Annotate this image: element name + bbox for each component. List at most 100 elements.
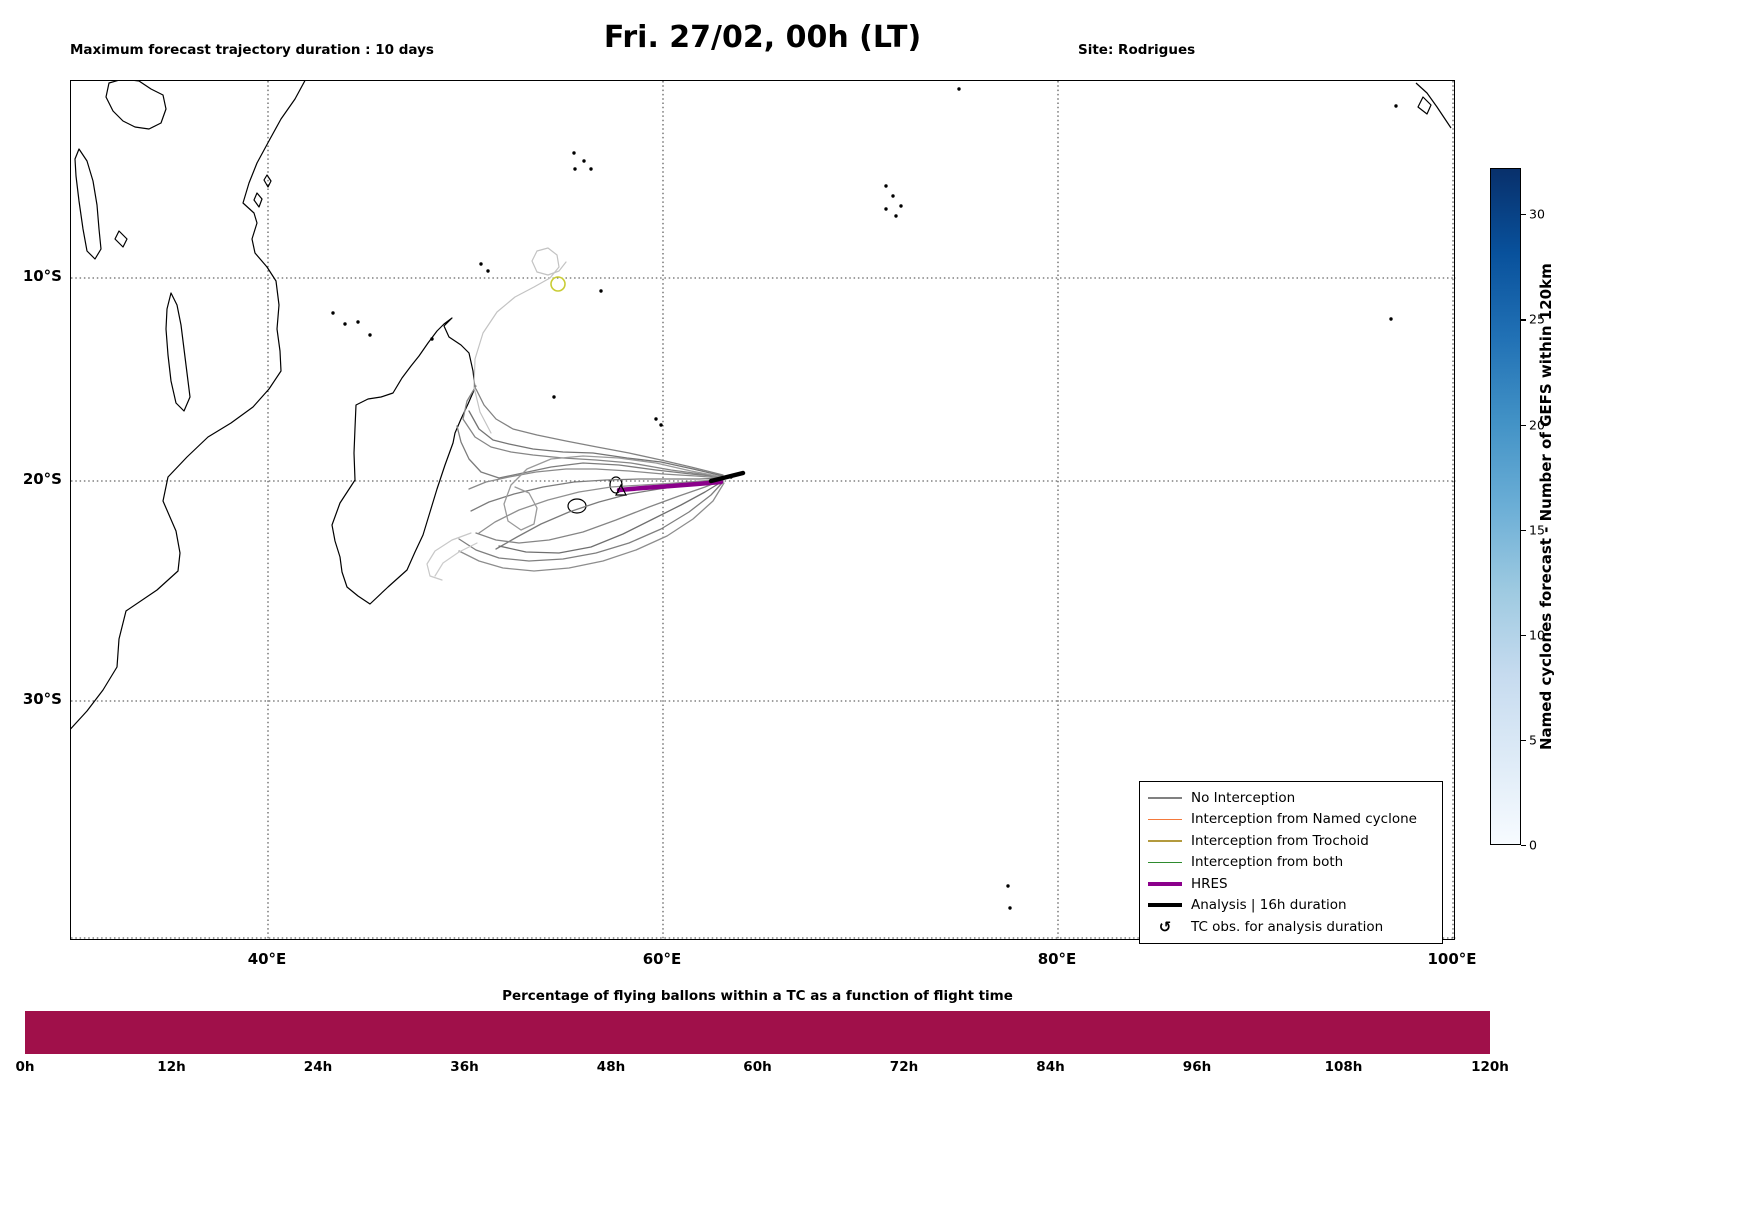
map-canvas bbox=[71, 81, 1456, 941]
gefs-trajectory-faint bbox=[426, 532, 472, 581]
legend-sample bbox=[1148, 840, 1182, 842]
legend-sample: ↺ bbox=[1148, 918, 1182, 936]
flight-time-tick-label: 48h bbox=[596, 1059, 626, 1075]
island-dot bbox=[891, 194, 895, 198]
colorbar-tickmark bbox=[1521, 529, 1526, 531]
colorbar-tick-label: 10 bbox=[1529, 627, 1545, 643]
flight-time-tick-label: 0h bbox=[15, 1059, 35, 1075]
lake-victoria-shoreline bbox=[105, 81, 167, 130]
legend-line-sample bbox=[1148, 861, 1182, 863]
island-dot bbox=[894, 214, 898, 218]
island-dot bbox=[331, 311, 335, 315]
colorbar-tick-label: 20 bbox=[1529, 417, 1545, 432]
legend-item: Interception from Trochoid bbox=[1148, 830, 1434, 852]
legend-label: Analysis | 16h duration bbox=[1191, 897, 1347, 914]
gefs-trajectory bbox=[456, 425, 724, 479]
island-dot bbox=[486, 269, 490, 273]
madagascar-coastline bbox=[331, 317, 476, 605]
colorbar-tick-label: 5 bbox=[1529, 732, 1537, 748]
flight-time-tick-label: 72h bbox=[889, 1059, 919, 1075]
lon-tick-label: 60°E bbox=[642, 950, 682, 968]
colorbar-gradient bbox=[1490, 168, 1521, 845]
colorbar-tickmark bbox=[1521, 424, 1526, 426]
legend-sample bbox=[1148, 818, 1182, 820]
lake-rukwa-shoreline bbox=[114, 230, 128, 248]
island-dot bbox=[1394, 104, 1398, 108]
lake-tanganyika-shoreline bbox=[74, 148, 102, 260]
legend-sample bbox=[1148, 903, 1182, 908]
sumatra-island-coastline bbox=[1417, 96, 1432, 115]
zanzibar-coastline bbox=[253, 192, 263, 208]
island-dot bbox=[343, 322, 347, 326]
colorbar-tickmark bbox=[1521, 739, 1526, 742]
island-dot bbox=[368, 333, 372, 337]
legend-sample bbox=[1148, 881, 1182, 886]
gefs-trajectory bbox=[462, 385, 724, 478]
map-plot: No Interception Interception from Named c… bbox=[70, 80, 1456, 944]
island-dot bbox=[884, 184, 888, 188]
gefs-trajectory bbox=[475, 479, 724, 544]
map-legend: No Interception Interception from Named c… bbox=[1139, 781, 1443, 944]
legend-sample bbox=[1148, 797, 1182, 799]
island-dot bbox=[1006, 884, 1010, 888]
legend-item: ↺ TC obs. for analysis duration bbox=[1148, 916, 1434, 938]
analysis-track bbox=[708, 470, 746, 484]
legend-label: Interception from Named cyclone bbox=[1191, 811, 1417, 828]
lon-tick-label: 100°E bbox=[1427, 950, 1477, 968]
island-dot bbox=[1389, 317, 1393, 321]
gefs-trajectory bbox=[498, 480, 724, 554]
hres-trajectory bbox=[616, 479, 724, 493]
flight-time-tick-label: 36h bbox=[450, 1059, 479, 1075]
flight-time-tick-label: 12h bbox=[157, 1059, 186, 1075]
gefs-trajectory bbox=[470, 477, 724, 512]
sumatra-coastline bbox=[1415, 82, 1452, 129]
lake-malawi-shoreline bbox=[165, 292, 191, 412]
mauritius-coastline bbox=[609, 476, 623, 494]
island-dot bbox=[552, 395, 556, 399]
flight-time-tick-label: 84h bbox=[1036, 1059, 1065, 1075]
legend-line-sample bbox=[1148, 881, 1182, 886]
island-dot bbox=[957, 87, 961, 91]
gefs-trajectory bbox=[468, 410, 724, 477]
lat-tick-label: 10°S bbox=[22, 267, 62, 285]
flight-time-tick-label: 24h bbox=[303, 1059, 333, 1075]
tc-obs-icon: ↺ bbox=[1158, 917, 1172, 936]
flight-time-tick-label: 60h bbox=[743, 1059, 772, 1075]
island-dot bbox=[573, 167, 577, 171]
island-dot bbox=[572, 151, 576, 155]
lon-tick-label: 40°E bbox=[247, 950, 287, 968]
lon-tick-label: 80°E bbox=[1037, 950, 1077, 968]
flight-time-tick-label: 120h bbox=[1471, 1059, 1509, 1075]
figure-title: Fri. 27/02, 00h (LT) bbox=[603, 20, 922, 55]
island-dot bbox=[430, 337, 434, 341]
flight-time-tick-label: 108h bbox=[1324, 1059, 1363, 1075]
legend-line-sample bbox=[1148, 903, 1182, 908]
lat-tick-label: 30°S bbox=[22, 690, 62, 708]
colorbar-tick-label: 30 bbox=[1529, 206, 1545, 222]
gefs-trajectory bbox=[503, 455, 724, 531]
gefs-trajectory bbox=[468, 468, 724, 490]
bottom-chart-title: Percentage of flying ballons within a TC… bbox=[502, 988, 1013, 1004]
legend-item: Interception from Named cyclone bbox=[1148, 809, 1434, 831]
legend-label: HRES bbox=[1191, 875, 1228, 892]
colorbar-tick-label: 15 bbox=[1529, 522, 1545, 538]
legend-label: No Interception bbox=[1191, 789, 1296, 806]
island-dot bbox=[356, 320, 360, 324]
site-text: Site: Rodrigues bbox=[1078, 42, 1196, 58]
legend-label: Interception from both bbox=[1191, 854, 1344, 871]
gefs-trajectory bbox=[458, 482, 725, 572]
flight-time-tick-label: 96h bbox=[1182, 1059, 1212, 1075]
island-dot bbox=[589, 167, 593, 171]
island-dot bbox=[899, 204, 903, 208]
legend-label: TC obs. for analysis duration bbox=[1191, 918, 1384, 935]
lat-tick-label: 20°S bbox=[22, 470, 62, 488]
gefs-trajectory bbox=[475, 388, 724, 476]
island-dot bbox=[659, 423, 663, 427]
pemba-coastline bbox=[263, 174, 272, 188]
legend-line-sample bbox=[1148, 797, 1182, 799]
island-dot bbox=[1008, 906, 1012, 910]
launch-site-marker bbox=[615, 483, 627, 496]
island-dot bbox=[654, 417, 658, 421]
gefs-trajectory-faint bbox=[473, 247, 567, 434]
